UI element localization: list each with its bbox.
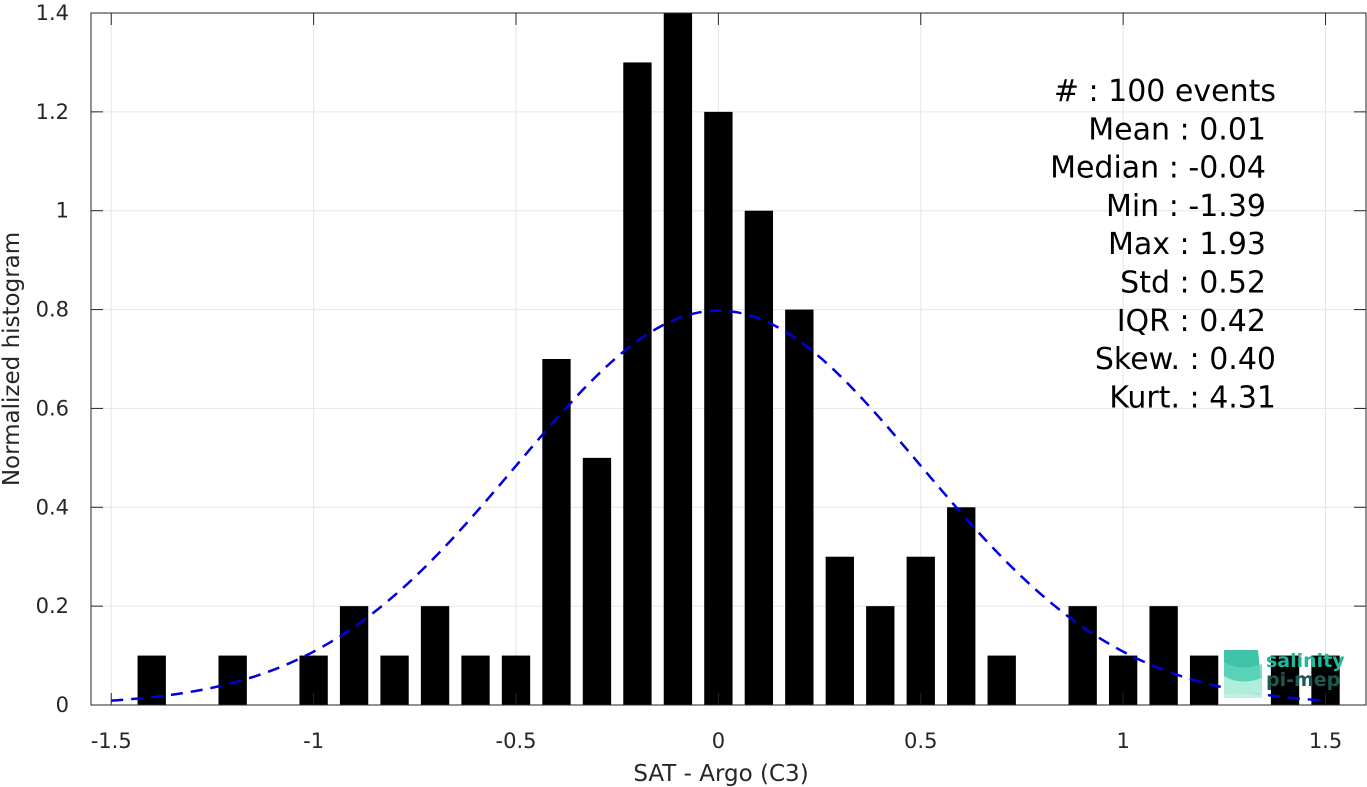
histogram-bar <box>987 655 1016 705</box>
y-axis-label: Normalized histogram <box>0 232 25 486</box>
x-axis-label: SAT - Argo (C3) <box>633 761 808 787</box>
axes <box>90 12 1367 706</box>
y-tick-label: 0.4 <box>36 495 69 519</box>
histogram-bar <box>339 606 369 705</box>
stats-line: Max : 1.93 <box>1108 227 1266 262</box>
x-tick-label: -0.5 <box>496 729 537 753</box>
histogram-bar <box>420 606 450 705</box>
x-tick-label: 0 <box>712 729 725 753</box>
normal-fit-curve <box>111 309 1326 702</box>
histogram-bar <box>785 309 814 705</box>
x-tick-label: -1 <box>303 729 324 753</box>
stats-line: Kurt. : 4.31 <box>1109 380 1276 415</box>
x-tick-label: -1.5 <box>91 729 132 753</box>
y-tick-label: 0.6 <box>36 396 69 420</box>
histogram-bar <box>582 457 612 705</box>
histogram-bar <box>623 62 652 705</box>
histogram-bar <box>704 111 733 706</box>
stats-line: Median : -0.04 <box>1050 151 1266 186</box>
histogram-bar <box>461 655 490 705</box>
y-tick-label: 1.4 <box>36 1 69 25</box>
y-tick-label: 0.8 <box>36 298 69 322</box>
histogram-bar <box>218 655 247 705</box>
histogram-bar <box>380 655 409 705</box>
x-tick-label: 1.5 <box>1309 729 1342 753</box>
x-tick-labels: -1.5 -1 -0.5 0 0.5 1 1.5 <box>91 729 1342 753</box>
y-tick-label: 0.2 <box>36 594 69 618</box>
x-tick-label: 0.5 <box>904 729 937 753</box>
histogram-bar <box>866 606 895 705</box>
stats-line: Mean : 0.01 <box>1088 112 1266 147</box>
histogram-bar <box>825 556 854 705</box>
histogram-bar <box>542 359 571 705</box>
stats-line: # : 100 events <box>1054 74 1276 109</box>
y-tick-label: 1.2 <box>36 100 69 124</box>
salinity-pi-mep-logo: salinity pi-mep <box>1224 650 1345 698</box>
logo-wave-icon <box>1224 650 1262 698</box>
y-tick-label: 1 <box>56 199 69 223</box>
y-tick-label: 0 <box>56 693 69 717</box>
stats-line: IQR : 0.42 <box>1117 304 1266 339</box>
histogram-bar <box>1068 606 1097 705</box>
plot-frame <box>90 12 1367 706</box>
histogram-bar <box>663 13 693 705</box>
histogram-bar <box>906 556 935 705</box>
stats-line: Std : 0.52 <box>1120 266 1266 301</box>
stats-line: Skew. : 0.40 <box>1095 342 1276 377</box>
x-tick-label: 1 <box>1116 729 1129 753</box>
logo-line1: salinity <box>1266 650 1345 672</box>
histogram-bar <box>744 210 774 705</box>
y-tick-labels: 0 0.2 0.4 0.6 0.8 1 1.2 1.4 <box>36 1 69 717</box>
histogram-bar <box>947 507 976 705</box>
histogram-bar <box>1149 606 1178 705</box>
stats-line: Min : -1.39 <box>1106 189 1266 224</box>
logo-line2: pi-mep <box>1266 669 1340 691</box>
